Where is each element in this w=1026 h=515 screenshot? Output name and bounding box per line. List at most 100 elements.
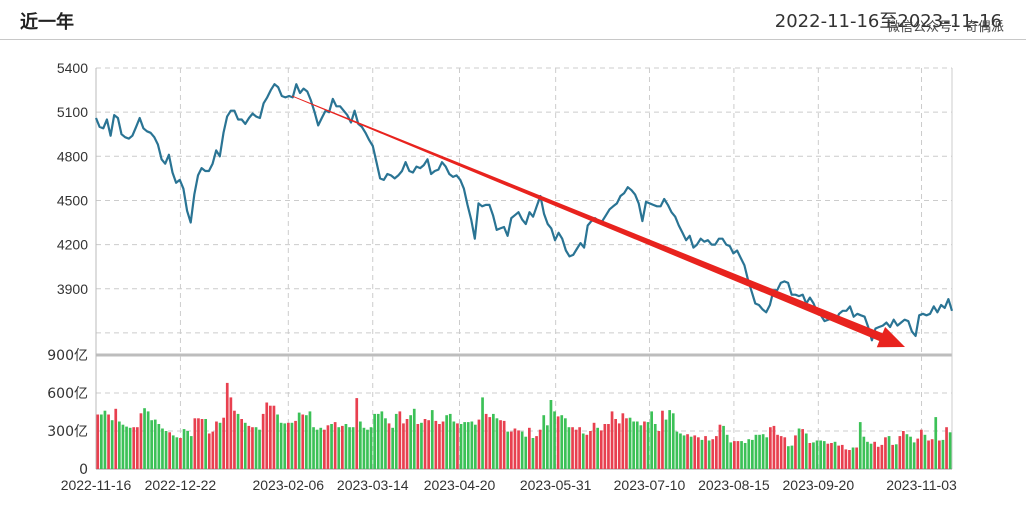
volume-bar	[538, 429, 542, 469]
volume-bar	[351, 427, 355, 469]
volume-bar	[207, 433, 211, 469]
volume-bar	[333, 422, 337, 469]
price-tick-label: 5400	[57, 60, 88, 76]
volume-bar	[481, 397, 484, 469]
volume-bar	[747, 439, 751, 469]
volume-bar	[574, 429, 578, 469]
volume-bar	[484, 413, 488, 469]
volume-bar	[556, 416, 560, 469]
chart-period-title: 近一年	[20, 12, 74, 33]
volume-bar	[240, 419, 243, 469]
volume-tick-label: 600亿	[47, 386, 88, 402]
volume-bar	[671, 413, 675, 469]
volume-bar	[222, 417, 225, 469]
volume-bar	[517, 430, 520, 469]
volume-bar	[758, 434, 761, 469]
volume-bar	[862, 436, 866, 469]
volume-bar	[790, 445, 794, 469]
volume-bar	[477, 419, 481, 469]
volume-bar	[725, 434, 729, 469]
volume-bar	[520, 431, 524, 469]
volume-bar	[736, 441, 740, 469]
volume-bar	[902, 431, 905, 469]
volume-bar	[438, 424, 441, 469]
volume-bar	[599, 430, 603, 469]
volume-bar	[657, 431, 661, 469]
volume-bar	[305, 415, 308, 469]
volume-bar	[225, 382, 229, 469]
date-range-label: 2022-11-16至2023-11-16	[774, 11, 1002, 32]
volume-bar	[646, 422, 650, 469]
volume-bar	[445, 415, 448, 469]
volume-bar	[391, 427, 394, 469]
volume-bar	[718, 424, 722, 469]
volume-bar	[398, 411, 402, 469]
x-tick-label: 2023-07-10	[614, 477, 686, 493]
volume-bar	[107, 414, 110, 469]
volume-bar	[592, 422, 596, 469]
volume-bar	[513, 428, 517, 469]
x-tick-label: 2023-11-03	[886, 477, 957, 493]
volume-bar	[506, 431, 510, 469]
price-tick-label: 5100	[57, 104, 88, 120]
volume-bar	[607, 424, 610, 469]
volume-bar	[132, 427, 136, 469]
volume-bar	[510, 431, 513, 469]
volume-bar	[434, 420, 438, 469]
volume-bar	[258, 429, 261, 469]
volume-bar	[315, 429, 319, 469]
volume-bar	[110, 420, 114, 469]
volume-bar	[920, 429, 923, 469]
volume-bar	[596, 427, 599, 469]
volume-bar	[686, 434, 689, 469]
volume-bar	[779, 436, 783, 469]
volume-bar	[697, 437, 700, 469]
volume-bar	[830, 443, 833, 469]
volume-bar	[819, 440, 822, 469]
volume-bar	[866, 441, 869, 469]
volume-bar	[254, 427, 258, 469]
volume-tick-label: 900亿	[47, 348, 88, 364]
volume-bar	[376, 413, 380, 469]
volume-bar	[661, 410, 664, 469]
volume-bar	[905, 434, 909, 469]
volume-bar	[643, 421, 646, 469]
volume-bar	[715, 436, 718, 469]
volume-bar	[535, 436, 538, 469]
volume-bar	[578, 427, 581, 469]
volume-bar	[193, 418, 197, 469]
volume-bar	[499, 420, 502, 469]
volume-bar	[211, 431, 215, 469]
volume-bar	[927, 440, 930, 469]
volume-bar	[265, 402, 269, 469]
volume-bar	[380, 411, 384, 469]
volume-bar	[362, 427, 366, 469]
volume-bar	[359, 421, 362, 469]
volume-bar	[664, 419, 668, 469]
volume-bar	[941, 439, 945, 469]
volume-bar	[344, 424, 348, 469]
price-line	[94, 83, 954, 342]
volume-bar	[326, 425, 330, 469]
x-tick-label: 2023-09-20	[783, 477, 855, 493]
volume-bar	[740, 441, 743, 469]
volume-bar	[279, 422, 283, 469]
volume-bar	[858, 422, 862, 469]
volume-bar	[394, 413, 398, 469]
volume-bar	[272, 405, 276, 469]
volume-bar	[822, 441, 826, 469]
volume-bar	[693, 435, 697, 469]
volume-bar	[319, 427, 323, 469]
volume-bar	[121, 424, 125, 469]
volume-bar	[114, 408, 118, 469]
volume-bar	[236, 413, 240, 469]
volume-bar	[139, 413, 143, 469]
volume-bar	[412, 408, 416, 469]
volume-tick-label: 300亿	[47, 424, 88, 440]
volume-bar	[369, 427, 373, 469]
volume-bar	[118, 421, 121, 469]
volume-bar	[711, 439, 715, 469]
volume-bar	[639, 425, 643, 469]
volume-bar	[589, 431, 592, 469]
volume-bar	[125, 426, 128, 469]
